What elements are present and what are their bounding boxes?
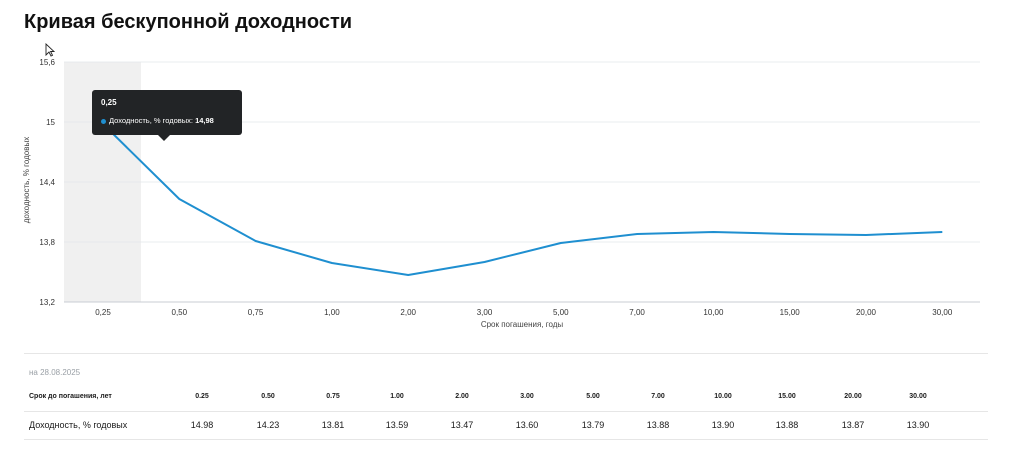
table-header-cell: 20.00 xyxy=(844,393,862,400)
series-line xyxy=(102,123,943,276)
table-header-cell: 7.00 xyxy=(651,393,665,400)
x-tick-label: 5,00 xyxy=(553,308,569,317)
table-cell: 13.60 xyxy=(515,420,539,430)
mouse-cursor-icon xyxy=(45,43,55,57)
table-header-cell: 0.75 xyxy=(326,393,340,400)
tooltip-pointer xyxy=(158,135,170,141)
table-cell: 13.87 xyxy=(841,420,865,430)
table-header-cell: 10.00 xyxy=(714,393,732,400)
table-cell: 14.98 xyxy=(190,420,214,430)
y-axis-label: доходность, % годовых xyxy=(22,137,31,224)
table-row: Доходность, % годовых 14.98 14.23 13.81 13.… xyxy=(24,415,988,435)
x-tick-label: 0,50 xyxy=(172,308,188,317)
table-cell: 13.90 xyxy=(711,420,735,430)
table-header-cell: 2.00 xyxy=(455,393,469,400)
page-title: Кривая бескупонной доходности xyxy=(24,11,353,33)
table-row-label: Доходность, % годовых xyxy=(29,420,128,430)
yield-curve-chart: 13,2 13,8 14,4 15 15,6 0,25 0,50 0,75 1,00 2,00 3… xyxy=(22,58,980,329)
table-cell: 13.81 xyxy=(321,420,345,430)
x-tick-label: 10,00 xyxy=(703,308,724,317)
table-header-cell: 3.00 xyxy=(520,393,534,400)
table-header-cell: 15.00 xyxy=(778,393,796,400)
tooltip-series-row: Доходность, % годовых: 14,98 xyxy=(101,116,214,125)
table-cell: 13.47 xyxy=(450,420,474,430)
table-header-cell: 1.00 xyxy=(390,393,404,400)
table-header-cell: 30.00 xyxy=(909,393,927,400)
y-tick-label: 13,2 xyxy=(39,298,55,307)
x-tick-label: 15,00 xyxy=(780,308,801,317)
x-axis-label: Срок погашения, годы xyxy=(481,320,564,329)
section-divider xyxy=(24,353,988,354)
x-axis-ticks: 0,25 0,50 0,75 1,00 2,00 3,00 5,00 7,00 10,00 15,… xyxy=(95,308,953,317)
as-of-date: на 28.08.2025 xyxy=(29,368,81,377)
x-tick-label: 2,00 xyxy=(400,308,416,317)
y-tick-label: 15,6 xyxy=(39,58,55,67)
series-dot-icon xyxy=(101,118,106,124)
table-cell: 13.79 xyxy=(581,420,605,430)
y-axis-ticks: 13,2 13,8 14,4 15 15,6 xyxy=(39,58,55,307)
table-cell: 13.88 xyxy=(775,420,799,430)
x-tick-label: 30,00 xyxy=(932,308,953,317)
table-cell: 13.90 xyxy=(906,420,930,430)
chart-tooltip: 0,25 Доходность, % годовых: 14,98 xyxy=(92,90,242,141)
x-tick-label: 1,00 xyxy=(324,308,340,317)
table-header-cell: 5.00 xyxy=(586,393,600,400)
tooltip-series-label: Доходность, % годовых: xyxy=(109,116,193,125)
table-bottom-divider xyxy=(24,439,988,440)
x-tick-label: 20,00 xyxy=(856,308,877,317)
x-tick-label: 3,00 xyxy=(477,308,493,317)
table-header-cell: 0.50 xyxy=(261,393,275,400)
table-row-divider xyxy=(24,411,988,412)
table-header-row: Срок до погашения, лет 0.25 0.50 0.75 1.00 2… xyxy=(24,387,988,407)
x-tick-label: 7,00 xyxy=(629,308,645,317)
y-tick-label: 14,4 xyxy=(39,178,55,187)
table-header-cell: 0.25 xyxy=(195,393,209,400)
y-tick-label: 13,8 xyxy=(39,238,55,247)
x-tick-label: 0,25 xyxy=(95,308,111,317)
table-cell: 13.59 xyxy=(385,420,409,430)
table-cell: 13.88 xyxy=(646,420,670,430)
tooltip-x-value: 0,25 xyxy=(101,98,117,107)
x-tick-label: 0,75 xyxy=(248,308,264,317)
table-cell: 14.23 xyxy=(256,420,280,430)
table-header-label: Срок до погашения, лет xyxy=(29,393,112,400)
y-tick-label: 15 xyxy=(46,118,55,127)
tooltip-series-value: 14,98 xyxy=(195,116,214,125)
